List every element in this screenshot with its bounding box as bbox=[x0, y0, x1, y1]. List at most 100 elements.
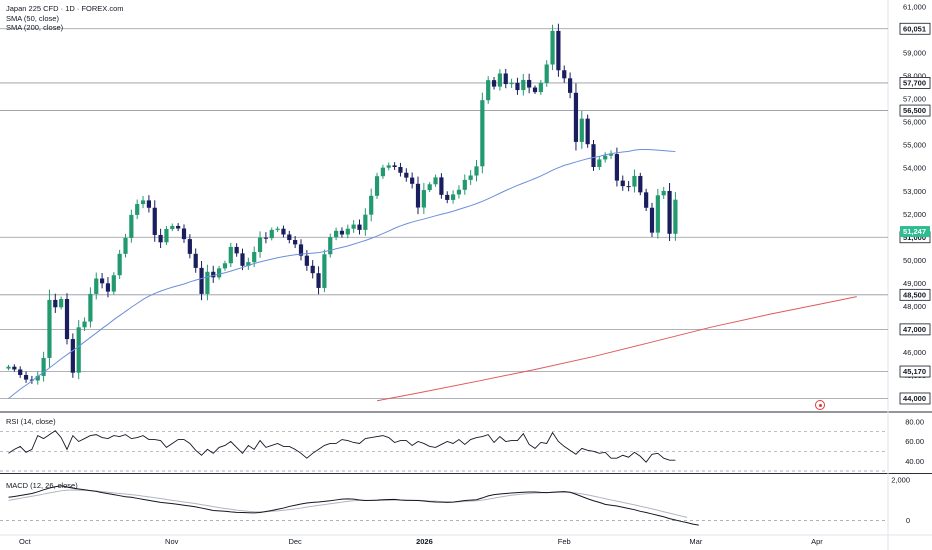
candle-body bbox=[632, 175, 637, 187]
symbol-title: Japan 225 CFD · 1D · FOREX.com bbox=[6, 4, 124, 13]
candle-body bbox=[404, 172, 409, 178]
level-label: 48,500 bbox=[903, 290, 926, 299]
candle-body bbox=[123, 237, 128, 254]
macd-tick-label: 2,000 bbox=[891, 476, 910, 485]
candle-body bbox=[451, 194, 456, 200]
candle-body bbox=[170, 225, 175, 229]
candle-body bbox=[176, 225, 181, 229]
candle-body bbox=[53, 299, 58, 308]
rsi-legend: RSI (14, close) bbox=[6, 417, 56, 427]
candle-body bbox=[105, 283, 111, 292]
candle-body bbox=[88, 293, 93, 322]
level-label: 44,000 bbox=[903, 394, 926, 403]
candle-body bbox=[328, 237, 333, 255]
candle-body bbox=[527, 79, 532, 88]
level-label-box bbox=[899, 365, 931, 378]
sma50-line bbox=[8, 148, 676, 399]
candle-body bbox=[445, 194, 450, 200]
candle-body bbox=[287, 234, 292, 241]
level-label-box bbox=[899, 104, 931, 117]
candle-body bbox=[667, 190, 672, 234]
macd-line bbox=[8, 485, 699, 526]
level-label: 47,000 bbox=[903, 325, 926, 334]
candle-body bbox=[263, 237, 268, 239]
main-legend: Japan 225 CFD · 1D · FOREX.com SMA (50, … bbox=[6, 4, 124, 33]
rsi-title: RSI (14, close) bbox=[6, 417, 56, 426]
candle-body bbox=[649, 207, 655, 233]
level-label: 60,051 bbox=[903, 24, 926, 33]
candle-body bbox=[23, 374, 29, 380]
candle-body bbox=[82, 321, 87, 328]
level-label: 51,000 bbox=[903, 233, 926, 242]
price-tick-label: 53,000 bbox=[903, 187, 926, 196]
candle-body bbox=[573, 92, 579, 142]
level-label: 57,700 bbox=[903, 79, 926, 88]
candle-body bbox=[246, 262, 251, 266]
candle-body bbox=[556, 30, 561, 71]
candle-body bbox=[468, 175, 473, 180]
candle-body bbox=[257, 237, 263, 252]
level-label-box bbox=[899, 288, 931, 301]
alert-marker-icon[interactable] bbox=[815, 400, 825, 410]
candle-body bbox=[486, 80, 491, 101]
candle-body bbox=[591, 144, 596, 167]
candle-body bbox=[100, 278, 105, 284]
level-label-box bbox=[899, 323, 931, 336]
candle-body bbox=[240, 253, 245, 266]
candle-body bbox=[439, 177, 444, 195]
candle-body bbox=[158, 234, 163, 243]
candle-body bbox=[252, 251, 257, 263]
candle-body bbox=[515, 82, 520, 91]
sma50-legend: SMA (50, close) bbox=[6, 13, 59, 23]
level-label-box bbox=[899, 22, 931, 35]
price-tick-label: 48,000 bbox=[903, 302, 926, 311]
candle-body bbox=[228, 246, 233, 264]
candle-body bbox=[129, 214, 134, 238]
x-tick-label: Oct bbox=[19, 537, 32, 546]
candle-body bbox=[70, 339, 75, 373]
price-tick-label: 50,000 bbox=[903, 256, 926, 265]
candle-body bbox=[626, 186, 631, 188]
candle-body bbox=[269, 229, 274, 239]
candle-body bbox=[380, 167, 385, 177]
candle-body bbox=[532, 87, 538, 93]
x-tick-label: Mar bbox=[689, 537, 702, 546]
candle-body bbox=[29, 379, 34, 381]
x-tick-label: Feb bbox=[558, 537, 571, 546]
candle-body bbox=[427, 184, 432, 191]
candle-body bbox=[673, 199, 678, 234]
candle-body bbox=[211, 271, 216, 278]
price-tick-label: 54,000 bbox=[903, 164, 926, 173]
candle-body bbox=[655, 195, 660, 233]
candle-body bbox=[638, 175, 643, 193]
level-label-box bbox=[899, 77, 931, 89]
candle-body bbox=[316, 273, 321, 288]
candle-body bbox=[304, 255, 309, 266]
candle-body bbox=[614, 154, 619, 181]
candle-body bbox=[550, 30, 555, 65]
price-tick-label: 49,000 bbox=[903, 279, 926, 288]
candle-body bbox=[562, 70, 567, 79]
candle-body bbox=[357, 224, 362, 230]
candle-body bbox=[462, 179, 467, 190]
price-tick-label: 59,000 bbox=[903, 49, 926, 58]
candle-body bbox=[433, 177, 438, 185]
candle-body bbox=[152, 207, 157, 235]
candle-body bbox=[199, 267, 204, 294]
candle-body bbox=[509, 82, 514, 85]
candle-body bbox=[415, 183, 421, 208]
candle-body bbox=[205, 271, 210, 294]
candle-body bbox=[146, 200, 151, 208]
candle-body bbox=[181, 228, 187, 240]
price-tick-label: 46,000 bbox=[903, 348, 926, 357]
last-price-box bbox=[900, 226, 930, 238]
candle-body bbox=[298, 244, 304, 256]
candle-body bbox=[421, 190, 426, 208]
x-tick-label: Nov bbox=[165, 537, 179, 546]
candle-body bbox=[585, 118, 590, 145]
candle-body bbox=[47, 299, 52, 358]
candle-body bbox=[351, 224, 356, 229]
macd-signal-line bbox=[8, 489, 688, 518]
candle-body bbox=[222, 263, 228, 269]
